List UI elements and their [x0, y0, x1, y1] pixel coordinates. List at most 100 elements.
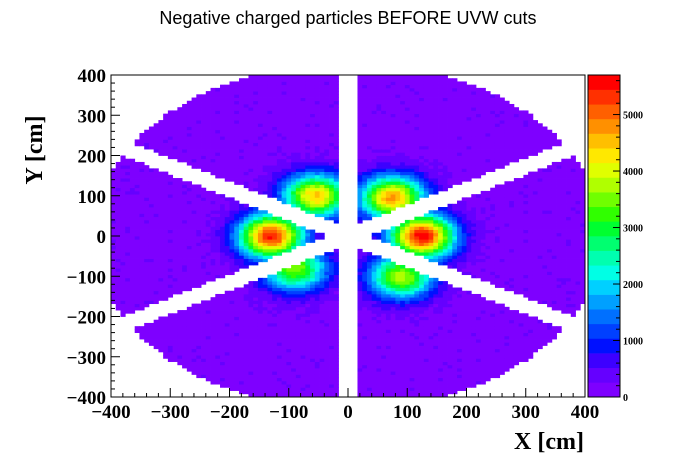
heatmap-cell — [163, 219, 169, 224]
heatmap-cell — [376, 152, 382, 156]
heatmap-cell — [395, 78, 401, 82]
heatmap-cell — [125, 277, 131, 282]
heatmap-cell — [201, 248, 207, 253]
heatmap-cell — [310, 236, 316, 240]
heatmap-cell — [400, 274, 406, 279]
heatmap-cell — [129, 248, 136, 253]
heatmap-cell — [215, 371, 221, 375]
heatmap-cell — [267, 374, 273, 379]
heatmap-cell — [300, 284, 306, 288]
heatmap-cell — [215, 165, 221, 169]
heatmap-cell — [215, 226, 221, 230]
heatmap-cell — [243, 97, 249, 102]
heatmap-cell — [286, 374, 292, 379]
heatmap-cell — [224, 371, 230, 375]
heatmap-cell — [267, 355, 273, 359]
heatmap-cell — [182, 132, 188, 137]
heatmap-cell — [215, 229, 221, 234]
heatmap-cell — [385, 236, 392, 240]
heatmap-cell — [376, 78, 382, 82]
heatmap-cell — [177, 129, 183, 134]
heatmap-cell — [310, 361, 316, 366]
heatmap-cell — [390, 116, 396, 121]
heatmap-cell — [120, 245, 126, 250]
heatmap-cell — [177, 229, 183, 234]
heatmap-cell — [385, 200, 392, 205]
heatmap-cell — [276, 342, 283, 346]
heatmap-cell — [129, 264, 136, 269]
heatmap-cell — [220, 371, 226, 375]
heatmap-cell — [414, 355, 420, 359]
heatmap-cell — [376, 123, 382, 127]
heatmap-cell — [115, 303, 121, 308]
heatmap-cell — [409, 345, 415, 350]
heatmap-cell — [286, 290, 292, 295]
heatmap-cell — [148, 219, 155, 224]
heatmap-cell — [205, 126, 211, 131]
heatmap-cell — [324, 390, 330, 395]
heatmap-cell — [390, 190, 396, 195]
heatmap-cell — [300, 319, 306, 324]
heatmap-cell — [291, 306, 297, 311]
heatmap-cell — [414, 303, 420, 308]
heatmap-cell — [267, 78, 273, 82]
heatmap-cell — [210, 355, 216, 359]
heatmap-cell — [291, 342, 297, 346]
heatmap-cell — [158, 203, 164, 208]
heatmap-cell — [395, 371, 401, 375]
heatmap-cell — [310, 203, 316, 208]
heatmap-cell — [381, 87, 387, 92]
heatmap-cell — [409, 91, 415, 95]
heatmap-cell — [234, 110, 240, 115]
heatmap-cell — [201, 107, 207, 111]
heatmap-cell — [371, 310, 377, 314]
heatmap-cell — [305, 284, 311, 288]
heatmap-cell — [134, 274, 140, 279]
heatmap-cell — [362, 84, 368, 89]
heatmap-cell — [153, 197, 159, 201]
heatmap-cell — [390, 371, 396, 375]
heatmap-cell — [191, 351, 197, 356]
heatmap-cell — [129, 207, 136, 211]
heatmap-cell — [234, 377, 240, 382]
heatmap-cell — [404, 87, 411, 92]
heatmap-cell — [220, 319, 226, 324]
heatmap-cell — [186, 358, 192, 362]
heatmap-cell — [205, 132, 211, 137]
heatmap-cell — [324, 136, 330, 140]
heatmap-cell — [139, 190, 145, 195]
heatmap-cell — [248, 335, 254, 340]
heatmap-cell — [134, 287, 140, 292]
heatmap-cell — [129, 165, 136, 169]
heatmap-cell — [300, 326, 306, 330]
heatmap-cell — [409, 129, 415, 134]
heatmap-cell — [409, 326, 415, 330]
heatmap-cell — [385, 322, 392, 327]
heatmap-cell — [172, 132, 178, 137]
heatmap-cell — [220, 97, 226, 102]
heatmap-cell — [257, 190, 264, 195]
heatmap-cell — [167, 152, 174, 156]
heatmap-cell — [262, 226, 268, 230]
heatmap-cell — [167, 335, 174, 340]
heatmap-cell — [423, 223, 429, 227]
heatmap-cell — [276, 393, 283, 397]
heatmap-cell — [423, 187, 429, 192]
heatmap-cell — [238, 342, 245, 346]
heatmap-cell — [385, 207, 392, 211]
heatmap-cell — [329, 368, 335, 372]
heatmap-cell — [272, 216, 278, 221]
heatmap-cell — [371, 181, 377, 185]
heatmap-cell — [139, 284, 145, 288]
heatmap-cell — [153, 245, 159, 250]
heatmap-cell — [201, 310, 207, 314]
heatmap-cell — [167, 290, 174, 295]
heatmap-cell — [248, 390, 254, 395]
heatmap-cell — [385, 81, 392, 86]
heatmap-cell — [333, 132, 339, 137]
heatmap-cell — [234, 81, 240, 86]
heatmap-cell — [414, 100, 420, 105]
heatmap-cell — [400, 161, 406, 166]
heatmap-cell — [120, 216, 126, 221]
heatmap-cell — [329, 313, 335, 317]
